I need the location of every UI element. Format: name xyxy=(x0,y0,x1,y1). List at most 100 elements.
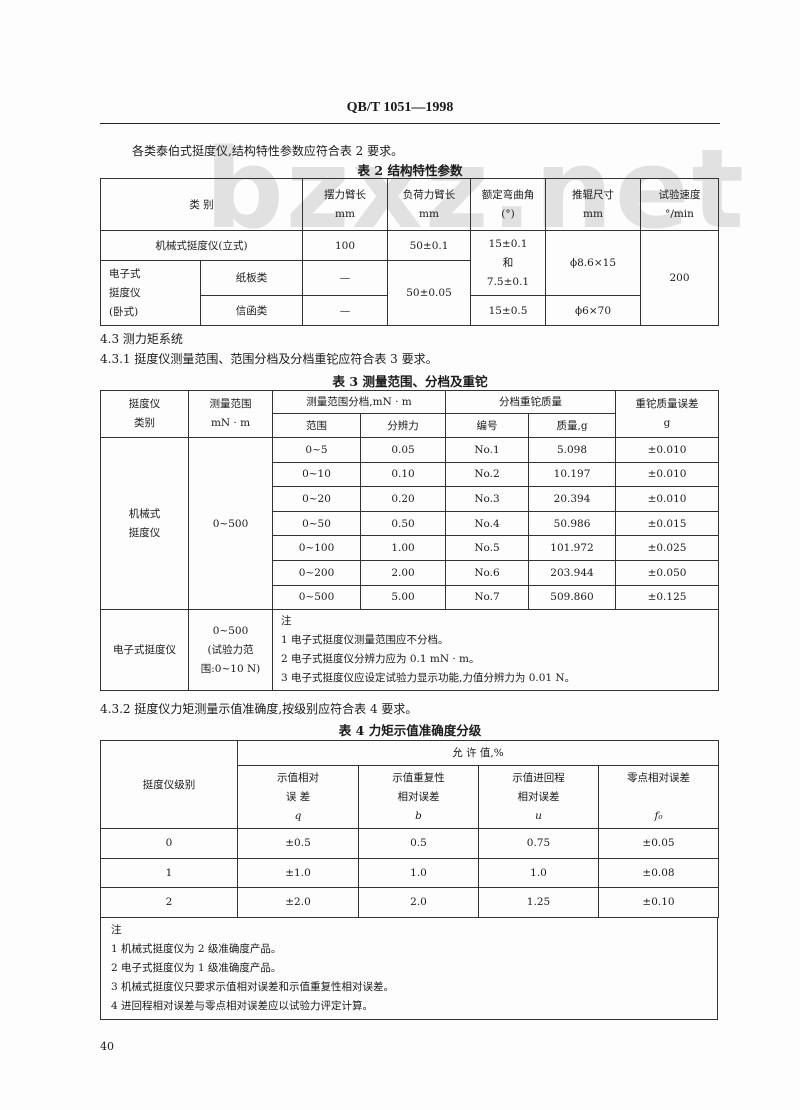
table-cell: No.1 xyxy=(445,437,530,463)
table-cell: 203.944 xyxy=(528,559,617,586)
section-4-3-2: 4.3.2 挺度仪力矩测量示值准确度,按级别应符合表 4 要求。 xyxy=(100,702,418,716)
table-cell: No.5 xyxy=(445,535,530,561)
table-cell: 0~5 xyxy=(272,437,361,463)
table-row: 0~20 0.20 No.3 20.394 ±0.010 xyxy=(101,486,720,512)
table-cell: No.7 xyxy=(445,584,530,611)
table-row: 0~10 0.10 No.2 10.197 ±0.010 xyxy=(101,461,720,488)
table-cell: 0~100 xyxy=(272,535,361,561)
table2-caption: 表 2 结构特性参数 xyxy=(357,163,463,178)
elec-board-swing: — xyxy=(302,260,388,296)
elec-letter-angle: 15±0.5 xyxy=(470,295,546,326)
table-row: 1 ±1.0 1.0 1.0 ±0.08 xyxy=(100,857,719,888)
table-cell: ±1.0 xyxy=(237,857,359,888)
mech-label: 机械式 挺度仪 xyxy=(100,436,189,611)
table-cell: ±0.010 xyxy=(615,461,720,488)
table-cell: 0~20 xyxy=(272,486,361,512)
hdr-bin-range: 范围 xyxy=(272,413,361,438)
table3-caption: 表 3 测量范围、分档及重铊 xyxy=(332,374,488,389)
table-cell: No.3 xyxy=(445,486,530,512)
doc-code: QB/T 1051—1998 xyxy=(346,100,454,115)
page-number: 40 xyxy=(100,1040,114,1053)
hdr-no: 编号 xyxy=(445,413,530,438)
table-cell: 50.986 xyxy=(528,510,617,537)
hdr-bins: 测量范围分档,mN · m xyxy=(271,390,447,414)
hdr-err: 重铊质量误差 g xyxy=(615,390,720,438)
table-cell: 0~500 xyxy=(272,584,361,611)
hdr-roller: 推辊尺寸 mm xyxy=(545,178,641,231)
table-row: 机械式 挺度仪 0~500 0~5 0.05 No.1 5.098 ±0.010 xyxy=(100,436,720,611)
elec-sub-board: 纸板类 xyxy=(200,260,303,296)
table-cell: ±2.0 xyxy=(237,887,359,918)
hdr-type: 挺度仪 类别 xyxy=(100,390,189,438)
table-cell: 1.25 xyxy=(478,887,599,918)
table-cell: 1.0 xyxy=(478,857,599,888)
table-cell: 1 xyxy=(100,857,238,888)
speed-shared: 200 xyxy=(640,230,719,326)
hdr-grade: 挺度仪级别 xyxy=(100,740,238,829)
table-cell: 0 xyxy=(100,828,238,859)
hdr-resolution: 分辨力 xyxy=(359,413,447,438)
table-cell: 2.00 xyxy=(359,559,447,586)
table-cell: No.4 xyxy=(445,510,530,537)
mech-label: 机械式挺度仪(立式) xyxy=(100,230,303,261)
table-cell: 0.50 xyxy=(359,510,447,537)
table-cell: 2.0 xyxy=(358,887,479,918)
table-cell: No.2 xyxy=(445,461,530,488)
section-4-3: 4.3 测力矩系统 xyxy=(100,332,183,346)
elec-range: 0~500 (试验力范 围:0~10 N) xyxy=(188,609,273,692)
table-cell: 509.860 xyxy=(528,584,617,611)
table-cell: ±0.08 xyxy=(598,857,719,888)
table-cell: 5.098 xyxy=(528,437,617,463)
table-2: 类 别 摆力臂长 mm 负荷力臂长 mm 额定弯曲角 (°) 推辊尺寸 mm 试验速度 °… xyxy=(100,178,719,326)
table-3: 挺度仪 类别 测量范围 mN · m 测量范围分档,mN · m 分档重铊质量 重铊… xyxy=(100,390,720,692)
table-cell: 5.00 xyxy=(359,584,447,611)
table4-caption: 表 4 力矩示值准确度分级 xyxy=(338,723,482,738)
table-cell: 0~10 xyxy=(272,461,361,488)
intro-text: 各类泰伯式挺度仪,结构特性参数应符合表 2 要求。 xyxy=(132,144,404,158)
hdr-b: 示值重复性 相对误差 b xyxy=(358,765,479,829)
roller-shared: ϕ8.6×15 xyxy=(545,230,641,296)
mech-load: 50±0.1 xyxy=(387,230,471,261)
table-cell: 0.05 xyxy=(359,437,447,463)
table-row: 0 ±0.5 0.5 0.75 ±0.05 xyxy=(100,828,719,859)
elec-sub-letter: 信函类 xyxy=(200,295,303,326)
section-4-3-1: 4.3.1 挺度仪测量范围、范围分档及分档重铊应符合表 3 要求。 xyxy=(100,352,438,366)
hdr-allow: 允 许 值,% xyxy=(237,740,719,766)
elec-letter-roller: ϕ6×70 xyxy=(545,295,641,326)
table-cell: 0~200 xyxy=(272,559,361,586)
hdr-angle: 额定弯曲角 (°) xyxy=(470,178,546,231)
table-cell: ±0.010 xyxy=(615,486,720,512)
table-cell: No.6 xyxy=(445,559,530,586)
table-cell: ±0.015 xyxy=(615,510,720,537)
hdr-load: 负荷力臂长 mm xyxy=(387,178,471,231)
hdr-swing: 摆力臂长 mm xyxy=(302,178,388,231)
elec-label: 电子式挺度仪 xyxy=(100,609,189,692)
table-cell: ±0.010 xyxy=(615,437,720,463)
elec-load: 50±0.05 xyxy=(387,260,471,326)
hdr-mass: 质量,g xyxy=(528,413,617,438)
elec-letter-swing: — xyxy=(302,295,388,326)
table-cell: ±0.125 xyxy=(615,584,720,611)
table-cell: 0~50 xyxy=(272,510,361,537)
table-cell: 0.10 xyxy=(359,461,447,488)
table-cell: ±0.05 xyxy=(598,828,719,859)
table-cell: ±0.10 xyxy=(598,887,719,918)
table-cell: ±0.025 xyxy=(615,535,720,561)
hdr-speed: 试验速度 °/min xyxy=(640,178,719,231)
hdr-f0: 零点相对误差 f₀ xyxy=(598,765,719,829)
hdr-category: 类 别 xyxy=(100,178,303,231)
hdr-weights: 分档重铊质量 xyxy=(445,390,617,414)
table-cell: 2 xyxy=(100,887,238,918)
elec-label: 电子式 挺度仪 (卧式) xyxy=(100,260,201,326)
mech-swing: 100 xyxy=(302,230,388,261)
table-cell: 1.00 xyxy=(359,535,447,561)
table-cell: 0.5 xyxy=(358,828,479,859)
hdr-u: 示值进回程 相对误差 u xyxy=(478,765,599,829)
table-cell: 0.20 xyxy=(359,486,447,512)
table-row: 2 ±2.0 2.0 1.25 ±0.10 xyxy=(100,887,719,918)
